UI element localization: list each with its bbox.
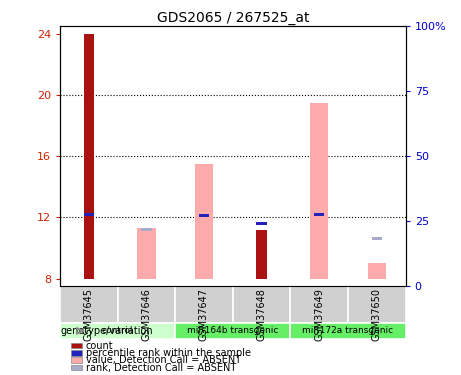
Bar [71, 343, 82, 348]
Bar [71, 357, 82, 363]
Text: percentile rank within the sample: percentile rank within the sample [86, 348, 251, 358]
Bar [348, 286, 406, 323]
Bar [118, 286, 175, 323]
Bar [256, 222, 267, 225]
Bar [372, 237, 382, 240]
Text: GSM37650: GSM37650 [372, 288, 382, 341]
Text: value, Detection Call = ABSENT: value, Detection Call = ABSENT [86, 355, 241, 365]
Text: GSM37645: GSM37645 [84, 288, 94, 341]
Bar [141, 228, 152, 231]
Bar [314, 213, 325, 216]
Bar [290, 286, 348, 323]
Text: control: control [102, 326, 133, 335]
Text: GSM37648: GSM37648 [257, 288, 266, 341]
Text: GSM37646: GSM37646 [142, 288, 151, 341]
Text: GSM37647: GSM37647 [199, 288, 209, 341]
Text: genotype/variation: genotype/variation [60, 326, 153, 336]
Bar [199, 214, 209, 217]
Bar [71, 350, 82, 356]
Bar [175, 323, 290, 339]
Bar [290, 323, 406, 339]
Bar [83, 34, 94, 279]
Bar [175, 286, 233, 323]
Bar [195, 164, 213, 279]
Bar [71, 364, 82, 370]
Bar [233, 286, 290, 323]
Text: count: count [86, 340, 113, 351]
Bar [60, 323, 175, 339]
Bar [368, 263, 386, 279]
Bar [60, 286, 118, 323]
Text: miR164b transgenic: miR164b transgenic [187, 326, 278, 335]
Bar [310, 103, 328, 279]
Bar [83, 213, 94, 216]
Title: GDS2065 / 267525_at: GDS2065 / 267525_at [157, 11, 309, 25]
Text: GSM37649: GSM37649 [314, 288, 324, 341]
Text: miR172a transgenic: miR172a transgenic [302, 326, 394, 335]
Bar [256, 230, 267, 279]
Text: rank, Detection Call = ABSENT: rank, Detection Call = ABSENT [86, 363, 236, 372]
Bar [137, 228, 156, 279]
